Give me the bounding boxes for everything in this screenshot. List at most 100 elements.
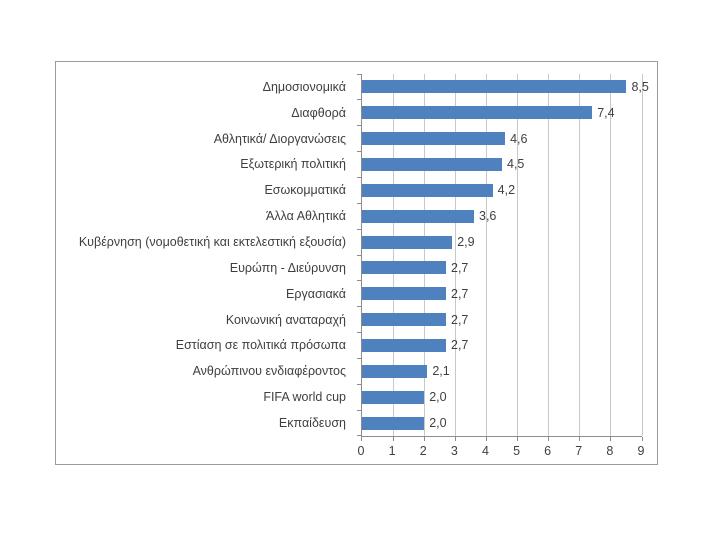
bar	[362, 364, 428, 378]
x-axis-tick	[454, 437, 456, 441]
bar-row: Ευρώπη - Διεύρυνση 2,7	[56, 255, 657, 281]
category-label: Εξωτερική πολιτική	[240, 157, 346, 172]
x-tick-label: 5	[513, 444, 521, 458]
x-tick-label: 1	[388, 444, 396, 458]
x-tick-label: 4	[481, 444, 489, 458]
x-axis-tick	[485, 437, 487, 441]
x-tick-label: 8	[606, 444, 614, 458]
value-label: 7,4	[597, 105, 615, 120]
x-axis-tick	[548, 437, 550, 441]
bar-row: Εστίαση σε πολιτικά πρόσωπα 2,7	[56, 333, 657, 359]
bar-row: Εσωκομματικά 4,2	[56, 177, 657, 203]
bar	[362, 390, 425, 404]
category-label: Ανθρώπινου ενδιαφέροντος	[192, 364, 346, 379]
category-axis-tick	[357, 151, 361, 153]
value-label: 2,7	[451, 260, 469, 275]
category-label: Κυβέρνηση (νομοθετική και εκτελεστική εξ…	[78, 235, 346, 250]
bar	[362, 106, 593, 120]
bar	[362, 183, 493, 197]
x-axis-tick	[361, 437, 362, 441]
bar-row: Άλλα Αθλητικά 3,6	[56, 203, 657, 229]
gridline	[392, 74, 394, 436]
bar	[362, 209, 474, 223]
bar	[362, 132, 506, 146]
value-label: 2,9	[457, 235, 475, 250]
x-axis-tick	[517, 437, 519, 441]
value-label: 2,1	[432, 364, 450, 379]
x-tick-label: 9	[637, 444, 645, 458]
category-label: Εστίαση σε πολιτικά πρόσωπα	[175, 338, 346, 353]
bar-row: Αθλητικά/ Διοργανώσεις 4,6	[56, 126, 657, 152]
category-label: Διαφθορά	[291, 105, 346, 120]
plot-area	[357, 73, 643, 441]
value-label: 4,5	[507, 157, 525, 172]
value-label: 2,7	[451, 286, 469, 301]
x-tick-label: 3	[450, 444, 458, 458]
x-axis-tick	[641, 437, 643, 441]
category-label: Εργασιακά	[286, 286, 346, 301]
gridline	[610, 74, 612, 436]
bar-row: Εξωτερική πολιτική 4,5	[56, 152, 657, 178]
gridline	[579, 74, 581, 436]
gridline	[548, 74, 550, 436]
gridline	[517, 74, 519, 436]
value-label: 2,0	[429, 390, 447, 405]
category-axis-tick	[357, 254, 361, 256]
gridline	[641, 74, 643, 436]
x-axis-tick	[392, 437, 394, 441]
category-label: Εκπαίδευση	[278, 416, 346, 431]
value-label: 4,2	[497, 183, 516, 198]
bar	[362, 313, 446, 327]
bar-row: Διαφθορά 7,4	[56, 100, 657, 126]
bar	[362, 287, 446, 301]
category-axis-tick	[357, 125, 361, 127]
bar-row: Ανθρώπινου ενδιαφέροντος 2,1	[56, 358, 657, 384]
bar-row: Κυβέρνηση (νομοθετική και εκτελεστική εξ…	[56, 229, 657, 255]
category-axis-tick	[357, 202, 361, 204]
category-label: Κοινωνική αναταραχή	[225, 312, 346, 327]
category-axis-tick	[357, 409, 361, 411]
bar	[362, 157, 502, 171]
category-label: FIFA world cup	[263, 390, 346, 405]
category-axis-tick	[357, 73, 361, 75]
category-label: Αθλητικά/ Διοργανώσεις	[213, 131, 346, 146]
gridline	[423, 74, 425, 436]
x-tick-label: 6	[544, 444, 552, 458]
chart-frame: Δημοσιονομικά 8,5 Διαφθορά 7,4 Αθλητικά/ Διο…	[55, 61, 658, 465]
value-label: 8,5	[631, 79, 649, 94]
value-label: 4,6	[510, 131, 528, 146]
value-label: 3,6	[479, 209, 497, 224]
category-label: Άλλα Αθλητικά	[266, 209, 346, 224]
category-axis-tick	[357, 306, 361, 308]
x-axis-tick	[423, 437, 425, 441]
bar	[362, 80, 627, 94]
x-axis-tick	[579, 437, 581, 441]
bar-row: Κοινωνική αναταραχή 2,7	[56, 307, 657, 333]
x-tick-label: 7	[575, 444, 583, 458]
category-axis-tick	[357, 280, 361, 282]
category-axis-tick	[357, 383, 361, 385]
bar-row: FIFA world cup 2,0	[56, 384, 657, 410]
gridline	[485, 74, 487, 436]
gridline	[454, 74, 456, 436]
x-tick-label: 2	[419, 444, 427, 458]
category-axis-tick	[357, 99, 361, 101]
x-axis-tick	[610, 437, 612, 441]
bar	[362, 261, 446, 275]
category-label: Εσωκομματικά	[264, 183, 346, 198]
category-axis-tick	[357, 332, 361, 334]
category-label: Ευρώπη - Διεύρυνση	[229, 260, 346, 275]
bar	[362, 338, 446, 352]
category-axis-tick	[357, 435, 361, 436]
value-label: 2,0	[429, 416, 447, 431]
bar	[362, 235, 453, 249]
bar-row: Εκπαίδευση 2,0	[56, 410, 657, 436]
x-tick-label: 0	[357, 444, 365, 458]
category-axis-tick	[357, 228, 361, 230]
bar-row: Εργασιακά 2,7	[56, 281, 657, 307]
bar	[362, 416, 425, 430]
bar-rows-container: Δημοσιονομικά 8,5 Διαφθορά 7,4 Αθλητικά/ Διο…	[56, 74, 657, 436]
value-label: 2,7	[451, 338, 469, 353]
value-label: 2,7	[451, 312, 469, 327]
bar-row: Δημοσιονομικά 8,5	[56, 74, 657, 100]
